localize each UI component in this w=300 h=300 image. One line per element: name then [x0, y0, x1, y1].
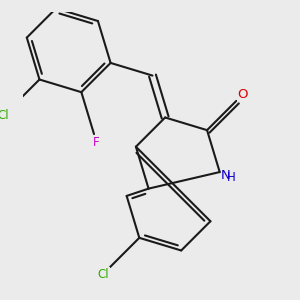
- Text: Cl: Cl: [97, 268, 109, 281]
- Text: N: N: [221, 169, 231, 182]
- Text: O: O: [237, 88, 248, 101]
- Text: Cl: Cl: [0, 109, 9, 122]
- Text: H: H: [227, 171, 236, 184]
- Text: F: F: [93, 136, 100, 149]
